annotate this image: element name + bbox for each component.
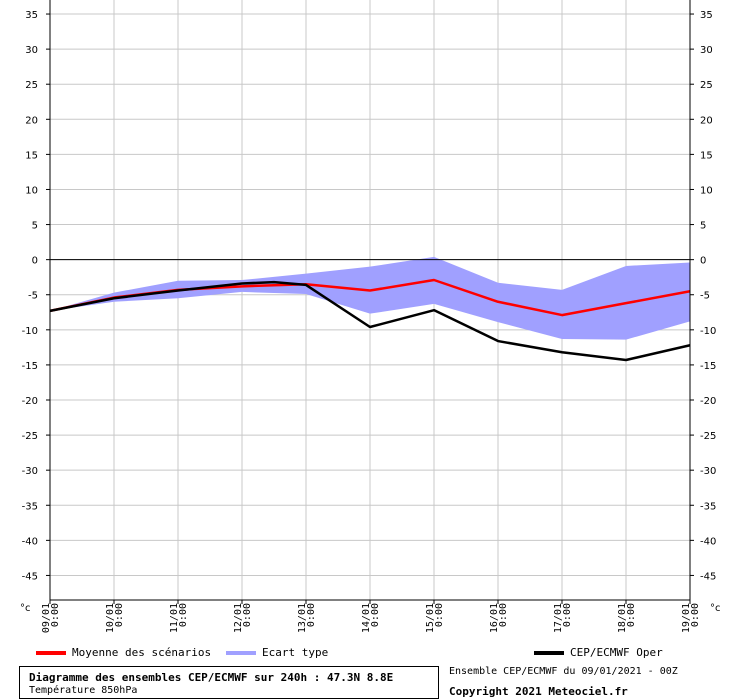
x-tick-date: 17/01 xyxy=(553,603,564,633)
y-tick-label-left: 30 xyxy=(25,45,38,56)
run-info: Ensemble CEP/ECMWF du 09/01/2021 - 00Z xyxy=(449,666,678,677)
y-tick-label-left: -30 xyxy=(22,466,38,477)
unit-label-left: °c xyxy=(20,603,31,614)
y-tick-label-right: -30 xyxy=(700,466,716,477)
legend-label-mean: Moyenne des scénarios xyxy=(72,646,212,659)
x-tick-time: 0:00 xyxy=(370,603,381,627)
legend-swatch-mean xyxy=(36,650,66,655)
x-tick-label: 12/010:00 xyxy=(233,603,253,633)
y-tick-label-left: -10 xyxy=(22,326,38,337)
y-axis-right: 35 30 25 20 15 10 5 0 -5 -10 -15 -20 -25 -30 -35 -40 -45 xyxy=(690,10,716,582)
x-tick-date: 14/01 xyxy=(361,603,372,633)
x-tick-label: 18/010:00 xyxy=(617,603,637,633)
y-tick-label-right: -5 xyxy=(700,291,710,302)
chart-subtitle: Température 850hPa xyxy=(29,685,138,696)
y-tick-label-right: 10 xyxy=(700,185,713,196)
x-tick-date: 13/01 xyxy=(297,603,308,633)
x-tick-time: 0:00 xyxy=(50,603,61,627)
x-tick-label: 10/010:00 xyxy=(105,603,125,633)
y-tick-label-right: 35 xyxy=(700,10,713,21)
x-tick-time: 0:00 xyxy=(690,603,701,627)
ensemble-chart: 35 30 25 20 15 10 5 0 -5 -10 -15 -20 -25 -30 -35 -40 -45… xyxy=(20,0,721,633)
x-tick-date: 11/01 xyxy=(169,603,180,633)
y-axis-left: 35 30 25 20 15 10 5 0 -5 -10 -15 -20 -25 -30 -35 -40 -45 xyxy=(22,10,50,582)
chart-title: Diagramme des ensembles CEP/ECMWF sur 24… xyxy=(29,671,394,684)
x-axis: 09/010:00 10/010:00 11/010:00 12/010:00 13/0… xyxy=(41,600,701,633)
x-tick-date: 15/01 xyxy=(425,603,436,633)
x-tick-label: 09/010:00 xyxy=(41,603,61,633)
y-tick-label-left: -20 xyxy=(22,396,38,407)
x-tick-time: 0:00 xyxy=(626,603,637,627)
y-tick-label-right: 15 xyxy=(700,150,713,161)
series-lines xyxy=(49,278,691,362)
x-tick-label: 11/010:00 xyxy=(169,603,189,633)
x-tick-label: 17/010:00 xyxy=(553,603,573,633)
legend-spread: Ecart type xyxy=(226,646,328,659)
y-tick-label-left: 15 xyxy=(25,150,38,161)
spread-band xyxy=(50,256,690,340)
y-tick-label-right: -20 xyxy=(700,396,716,407)
title-box: Diagramme des ensembles CEP/ECMWF sur 24… xyxy=(19,666,439,699)
y-tick-label-left: -5 xyxy=(28,291,38,302)
x-tick-date: 19/01 xyxy=(681,603,692,633)
y-tick-label-left: 25 xyxy=(25,80,38,91)
legend-oper: CEP/ECMWF Oper xyxy=(534,646,663,659)
x-tick-date: 09/01 xyxy=(41,603,52,633)
x-tick-date: 16/01 xyxy=(489,603,500,633)
y-tick-label-right: -15 xyxy=(700,361,716,372)
x-tick-date: 10/01 xyxy=(105,603,116,633)
legend-mean: Moyenne des scénarios xyxy=(36,646,211,659)
y-tick-label-left: 0 xyxy=(32,256,38,267)
y-tick-label-right: 0 xyxy=(700,256,706,267)
x-tick-time: 0:00 xyxy=(242,603,253,627)
y-tick-label-right: -25 xyxy=(700,431,716,442)
x-tick-label: 15/010:00 xyxy=(425,603,445,633)
x-tick-label: 16/010:00 xyxy=(489,603,509,633)
y-tick-label-right: 5 xyxy=(700,221,706,232)
legend-label-spread: Ecart type xyxy=(262,646,329,659)
y-tick-label-left: -40 xyxy=(22,536,38,547)
x-tick-label: 13/010:00 xyxy=(297,603,317,633)
copyright: Copyright 2021 Meteociel.fr xyxy=(449,685,628,698)
spread-band-area xyxy=(50,256,690,340)
legend-swatch-oper xyxy=(534,650,564,655)
y-tick-label-left: -35 xyxy=(22,501,38,512)
y-tick-label-left: 5 xyxy=(32,221,38,232)
y-tick-label-right: 25 xyxy=(700,80,713,91)
x-tick-date: 12/01 xyxy=(233,603,244,633)
y-tick-label-left: -15 xyxy=(22,361,38,372)
y-tick-label-left: -25 xyxy=(22,431,38,442)
y-tick-label-right: 30 xyxy=(700,45,713,56)
unit-label-right: °c xyxy=(710,603,721,614)
x-tick-date: 18/01 xyxy=(617,603,628,633)
legend-swatch-spread xyxy=(226,650,256,655)
y-tick-label-right: -40 xyxy=(700,536,716,547)
x-tick-label: 14/010:00 xyxy=(361,603,381,633)
y-tick-label-right: -10 xyxy=(700,326,716,337)
x-tick-time: 0:00 xyxy=(178,603,189,627)
y-tick-label-left: 35 xyxy=(25,10,38,21)
x-tick-time: 0:00 xyxy=(114,603,125,627)
x-tick-time: 0:00 xyxy=(306,603,317,627)
y-tick-label-left: 20 xyxy=(25,115,38,126)
x-tick-label: 19/010:00 xyxy=(681,603,701,633)
y-tick-label-left: 10 xyxy=(25,185,38,196)
y-tick-label-right: -35 xyxy=(700,501,716,512)
y-tick-label-right: -45 xyxy=(700,571,716,582)
y-tick-label-left: -45 xyxy=(22,571,38,582)
x-tick-time: 0:00 xyxy=(498,603,509,627)
legend-label-oper: CEP/ECMWF Oper xyxy=(570,646,663,659)
x-tick-time: 0:00 xyxy=(562,603,573,627)
y-tick-label-right: 20 xyxy=(700,115,713,126)
x-tick-time: 0:00 xyxy=(434,603,445,627)
oper-line xyxy=(49,280,691,362)
